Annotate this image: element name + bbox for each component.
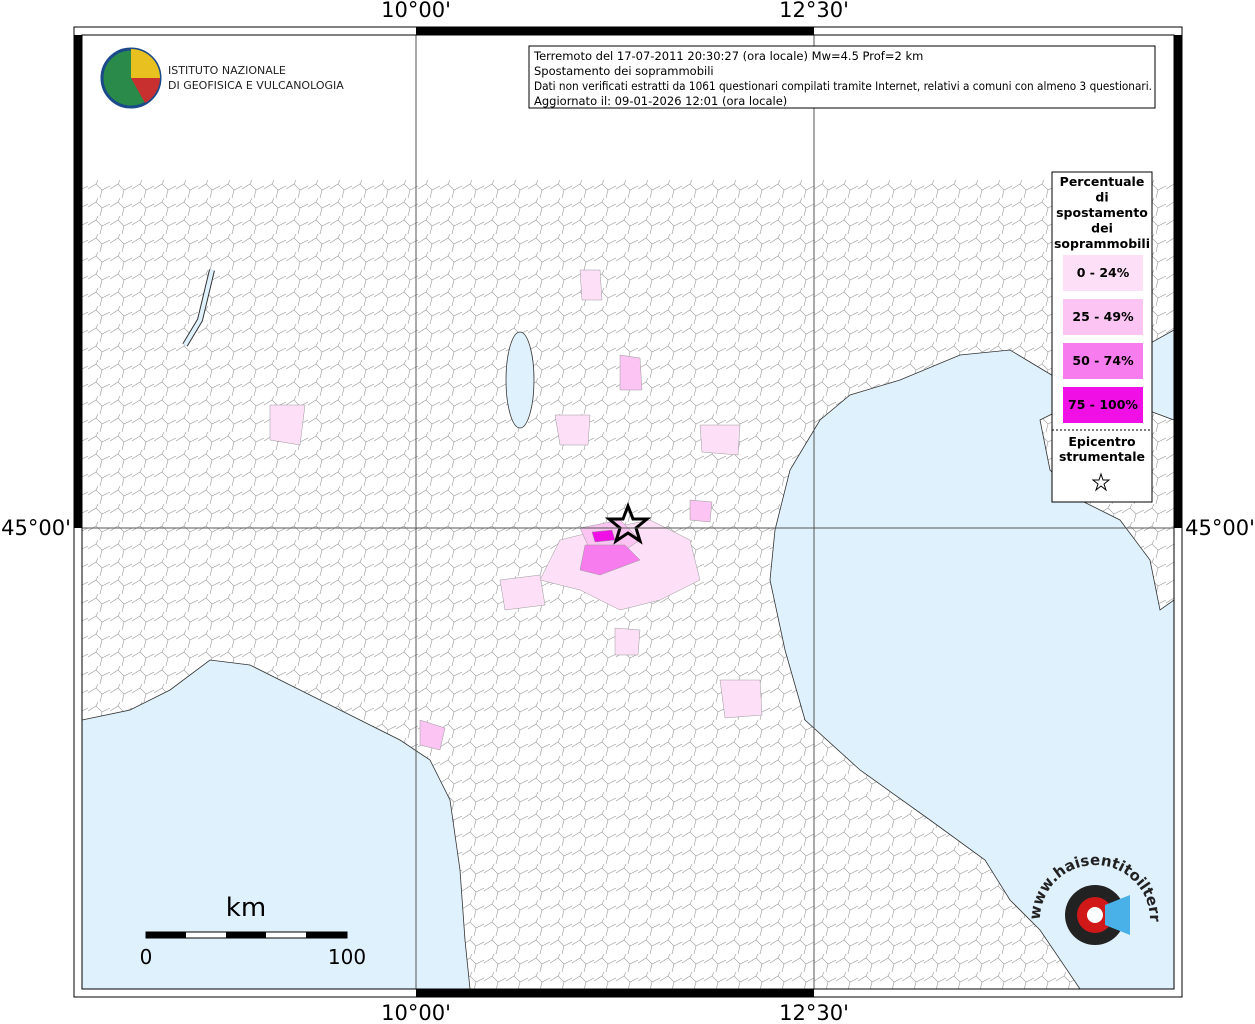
- info-line: Aggiornato il: 09-01-2026 12:01 (ora loc…: [534, 94, 787, 108]
- info-line: Dati non verificati estratti da 1061 que…: [534, 79, 1152, 93]
- scale-unit: km: [226, 893, 266, 923]
- graticule: [82, 35, 1174, 989]
- legend-epicenter: strumentale: [1059, 449, 1145, 464]
- frame-label: 10°00': [381, 1001, 451, 1024]
- info-box: Terremoto del 17-07-2011 20:30:27 (ora l…: [528, 45, 1156, 109]
- legend-swatch: [1063, 299, 1143, 335]
- scale-label: 0: [140, 945, 153, 969]
- legend-title: di: [1095, 190, 1108, 205]
- lake: [505, 331, 535, 429]
- legend-swatch: [1063, 387, 1143, 423]
- scale-label: 100: [328, 945, 366, 969]
- epicenter-star: [604, 501, 652, 545]
- ligurian-sea: [81, 659, 471, 990]
- legend-title: spostamento: [1056, 205, 1148, 220]
- legend-title: Percentuale: [1060, 174, 1145, 189]
- info-line: Terremoto del 17-07-2011 20:30:27 (ora l…: [533, 49, 923, 63]
- lake: [183, 269, 214, 347]
- logo-text: ISTITUTO NAZIONALE: [168, 64, 286, 77]
- frame-label: 45°00': [1, 516, 71, 540]
- legend-label: 25 - 49%: [1072, 309, 1134, 324]
- scale-bar: km 0 100: [140, 893, 366, 969]
- legend-swatch: [1063, 343, 1143, 379]
- map-frame: [73, 26, 1183, 998]
- ingv-logo: ISTITUTO NAZIONALE DI GEOFISICA E VULCAN…: [100, 47, 344, 109]
- legend-swatch: [1063, 255, 1143, 291]
- legend-title: soprammobili: [1054, 236, 1150, 251]
- frame-label: 12°30': [779, 1001, 849, 1024]
- legend-epicenter: Epicentro: [1068, 434, 1136, 449]
- logo-text: DI GEOFISICA E VULCANOLOGIA: [168, 79, 344, 92]
- frame-label: 45°00': [1185, 516, 1255, 540]
- legend-title: dei: [1091, 221, 1113, 236]
- legend-label: 75 - 100%: [1068, 397, 1138, 412]
- legend-star: [1091, 472, 1111, 492]
- legend-label: 50 - 74%: [1072, 353, 1134, 368]
- legend-label: 0 - 24%: [1077, 265, 1130, 280]
- felt-areas: [269, 269, 763, 751]
- frame-label: 10°00': [381, 0, 451, 22]
- frame-label: 12°30': [779, 0, 849, 22]
- info-line: Spostamento dei soprammobili: [534, 64, 714, 78]
- map: [81, 35, 1175, 990]
